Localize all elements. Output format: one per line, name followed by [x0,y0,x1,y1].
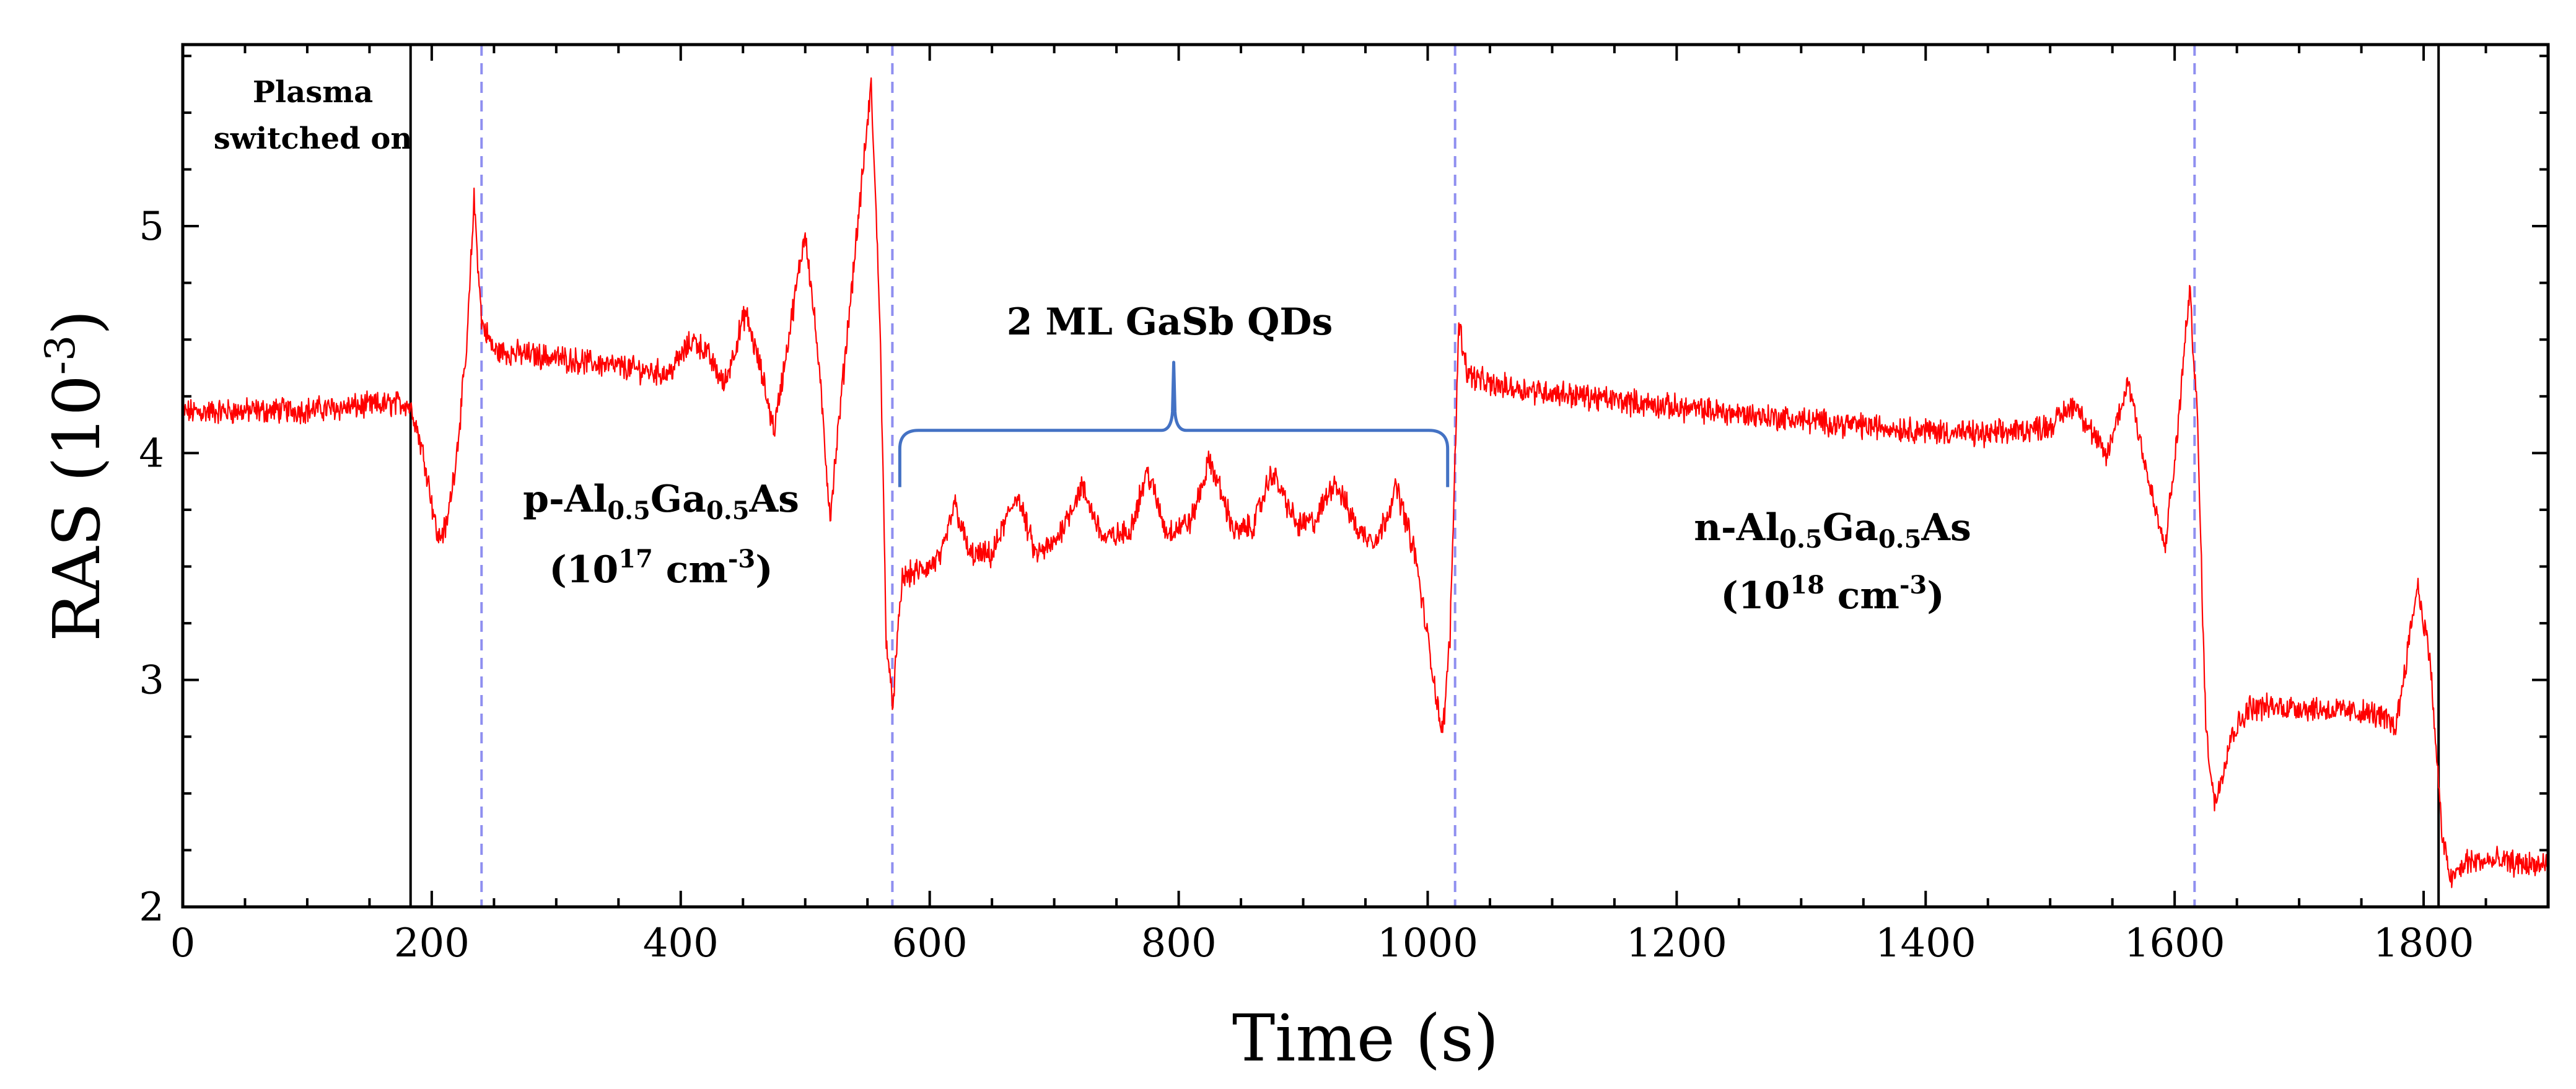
axis-ticks [182,45,2549,908]
y-axis-title-main: RAS (10 [39,375,115,642]
qd-label: 2 ML GaSb QDs [1007,300,1333,344]
plasma-label-line2: switched on [214,121,413,156]
y-tick-label: 4 [139,431,164,476]
n-doping-label: (1018 cm-3) [1720,571,1944,618]
y-tick-label: 5 [139,204,164,250]
x-tick-label: 1600 [2124,921,2225,966]
x-tick-label: 1000 [1377,921,1478,966]
marker-lines [409,45,2440,907]
y-tick-label: 3 [139,658,164,704]
x-tick-label: 200 [394,921,470,966]
x-tick-label: 800 [1141,921,1217,966]
plasma-label-line1: Plasma [253,75,373,110]
qd-brace [898,361,1450,488]
plot-frame [181,43,2550,909]
x-axis-title: Time (s) [1232,1000,1499,1076]
x-tick-label: 1400 [1875,921,1976,966]
y-tick-labels: 2 3 4 5 [139,204,164,930]
y-tick-label: 2 [139,885,164,930]
n-layer-label: n-Al0.5Ga0.5As [1694,506,1971,554]
ras-series-line [182,77,2549,888]
x-tick-label: 0 [170,921,196,966]
x-tick-label: 1200 [1626,921,1727,966]
x-tick-label: 1800 [2373,921,2474,966]
y-axis-title-exponent: -3 [37,335,84,375]
x-tick-labels: 0 200 400 600 800 1000 1200 1400 1600 1800 [170,921,2474,966]
x-tick-label: 400 [643,921,719,966]
y-axis-title: RAS (10-3) [37,310,115,642]
y-axis-title-close: ) [39,310,115,335]
p-doping-label: (1017 cm-3) [549,544,773,592]
x-tick-label: 600 [892,921,968,966]
p-layer-label: p-Al0.5Ga0.5As [523,478,799,525]
